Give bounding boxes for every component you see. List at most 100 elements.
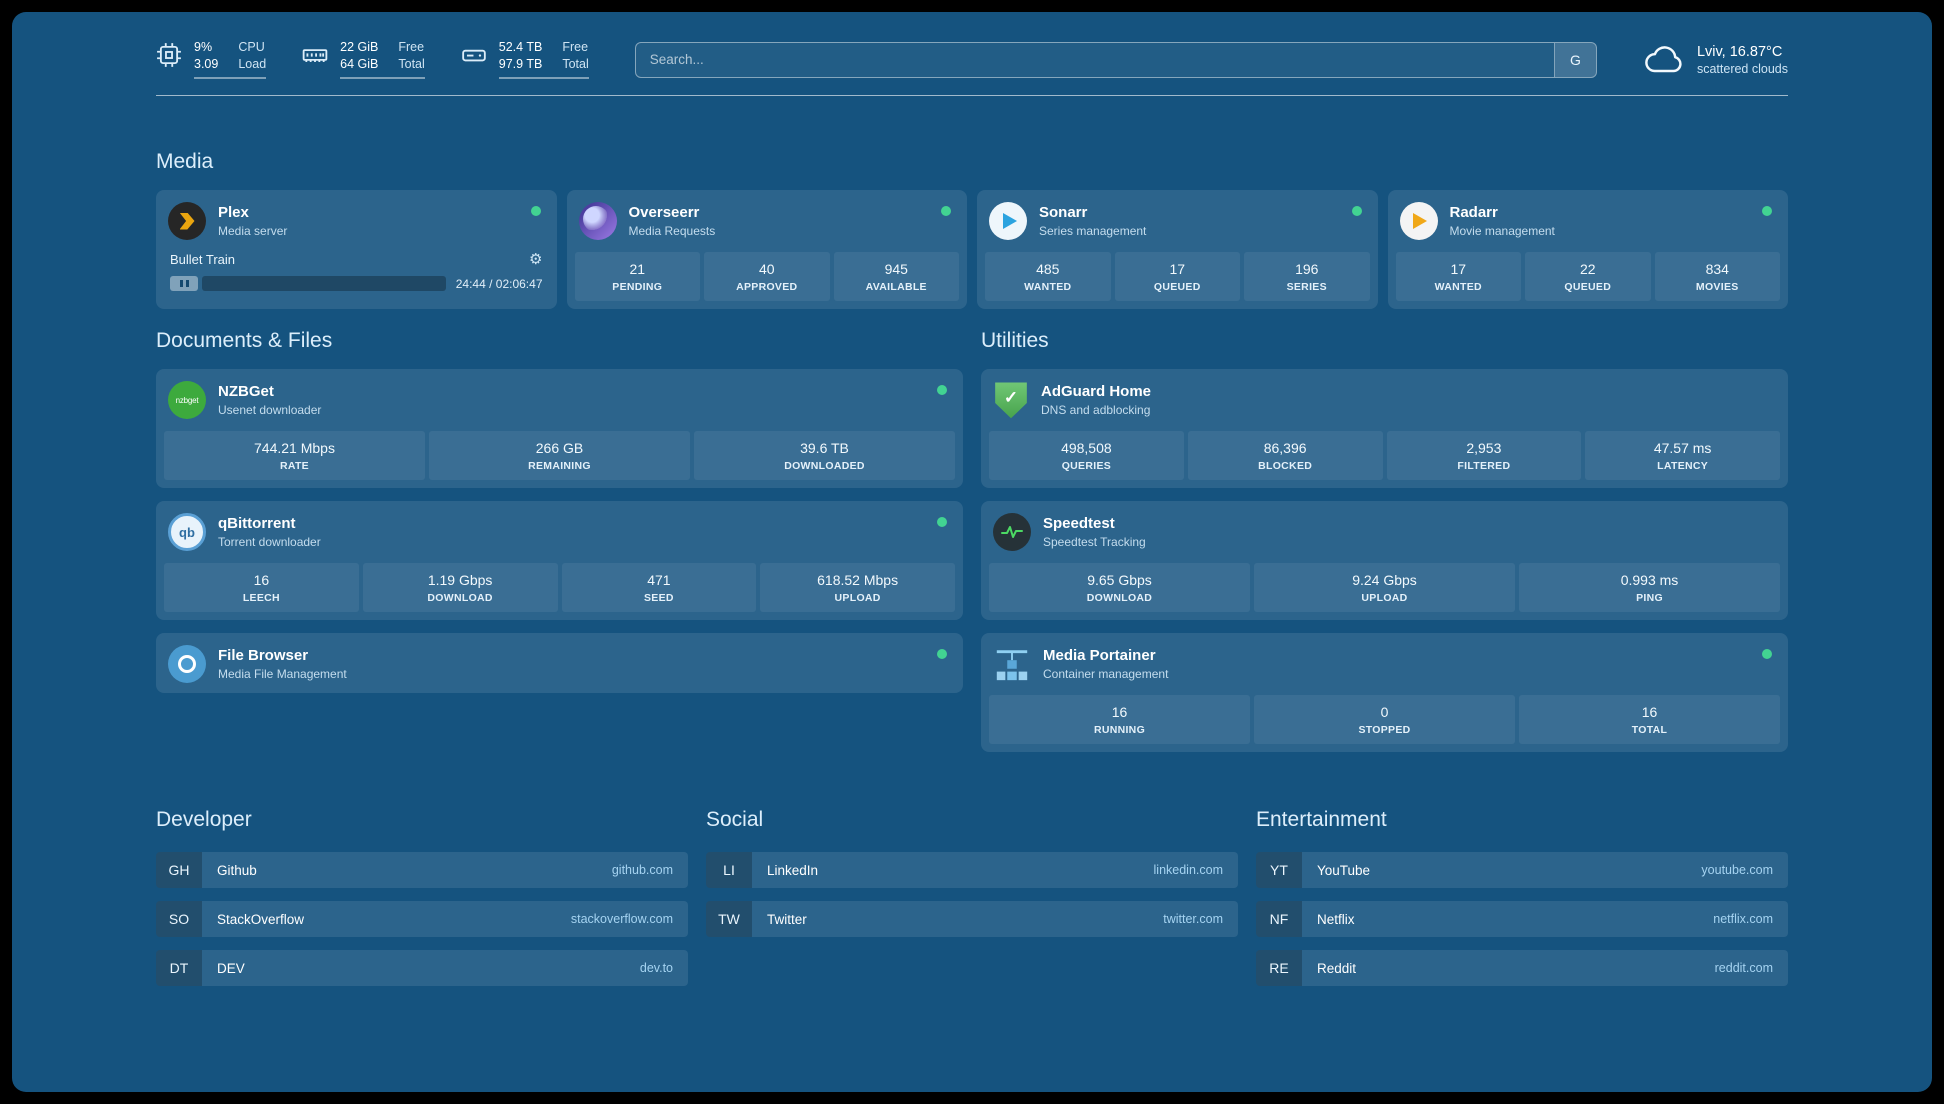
service-card-sonarr[interactable]: Sonarr Series management 485 WANTED 17 Q… xyxy=(977,190,1378,309)
memory-total-label: Total xyxy=(398,57,425,71)
stat-latency: 47.57 ms LATENCY xyxy=(1585,431,1780,480)
service-card-portainer[interactable]: Media Portainer Container management 16 … xyxy=(981,633,1788,752)
documents-section-title: Documents & Files xyxy=(156,329,333,352)
stat-queries: 498,508 QUERIES xyxy=(989,431,1184,480)
stat-pending: 21 PENDING xyxy=(574,252,700,301)
stat-upload: 9.24 Gbps UPLOAD xyxy=(1254,563,1515,612)
service-name: Overseerr xyxy=(628,204,700,221)
stat-upload: 618.52 Mbps UPLOAD xyxy=(760,563,955,612)
stat-total: 16 TOTAL xyxy=(1519,695,1780,744)
weather-widget: Lviv, 16.87°C scattered clouds xyxy=(1643,43,1788,77)
bookmark-linkedin[interactable]: LI LinkedIn linkedin.com xyxy=(706,852,1238,888)
service-subtitle: Container management xyxy=(1043,667,1169,681)
disk-free: 52.4 TB xyxy=(498,40,543,54)
stat-running: 16 RUNNING xyxy=(989,695,1250,744)
cpu-icon xyxy=(156,42,182,68)
nzbget-icon: nzbget xyxy=(168,381,206,419)
section-documents: Documents & Files nzbget NZBGet Usenet d… xyxy=(156,329,963,752)
bookmark-youtube[interactable]: YT YouTube youtube.com xyxy=(1256,852,1788,888)
status-dot xyxy=(941,206,951,216)
section-media: Media Plex Media server Bullet Train xyxy=(156,150,1788,309)
service-subtitle: Usenet downloader xyxy=(218,403,322,417)
topbar-divider xyxy=(156,95,1788,96)
bookmark-netflix[interactable]: NF Netflix netflix.com xyxy=(1256,901,1788,937)
status-dot xyxy=(1762,649,1772,659)
gear-icon[interactable]: ⚙ xyxy=(529,251,543,268)
bookmark-reddit[interactable]: RE Reddit reddit.com xyxy=(1256,950,1788,986)
service-subtitle: DNS and adblocking xyxy=(1041,403,1151,417)
search-input[interactable] xyxy=(635,42,1554,77)
now-playing-title: Bullet Train xyxy=(170,251,236,267)
stat-blocked: 86,396 BLOCKED xyxy=(1187,431,1383,480)
stat-available: 945 AVAILABLE xyxy=(833,252,959,301)
bookmark-dev[interactable]: DT DEV dev.to xyxy=(156,950,688,986)
status-dot xyxy=(937,649,947,659)
load-label: Load xyxy=(238,57,267,71)
memory-total: 64 GiB xyxy=(340,57,379,71)
cpu-load: 3.09 xyxy=(194,57,219,71)
cloud-icon xyxy=(1643,43,1685,77)
cpu-widget: 9% 3.09 CPU Load xyxy=(156,40,267,79)
search-engine-button[interactable]: G xyxy=(1553,42,1596,77)
disk-free-label: Free xyxy=(562,40,589,54)
memory-free-label: Free xyxy=(398,40,425,54)
status-dot xyxy=(1762,206,1772,216)
disk-total-label: Total xyxy=(562,57,589,71)
sonarr-icon xyxy=(989,202,1027,240)
stat-downloaded: 39.6 TB DOWNLOADED xyxy=(694,431,955,480)
service-card-speedtest[interactable]: Speedtest Speedtest Tracking 9.65 Gbps D… xyxy=(981,501,1788,620)
weather-condition: scattered clouds xyxy=(1696,61,1788,76)
service-name: Media Portainer xyxy=(1043,647,1156,664)
service-card-nzbget[interactable]: nzbget NZBGet Usenet downloader 744.21 M… xyxy=(156,369,963,488)
service-card-adguard[interactable]: ✓ AdGuard Home DNS and adblocking 498,50… xyxy=(981,369,1788,488)
service-card-plex[interactable]: Plex Media server Bullet Train ⚙ xyxy=(156,190,557,309)
service-card-radarr[interactable]: Radarr Movie management 17 WANTED 22 QUE… xyxy=(1387,190,1788,309)
stat-queued: 22 QUEUED xyxy=(1525,252,1651,301)
media-section-title: Media xyxy=(156,150,214,173)
disk-icon xyxy=(461,42,487,68)
bookmark-stackoverflow[interactable]: SO StackOverflow stackoverflow.com xyxy=(156,901,688,937)
stat-download: 9.65 Gbps DOWNLOAD xyxy=(989,563,1250,612)
service-subtitle: Torrent downloader xyxy=(218,535,321,549)
bookmark-github[interactable]: GH Github github.com xyxy=(156,852,688,888)
dashboard-panel: 9% 3.09 CPU Load xyxy=(12,12,1932,1092)
service-card-qbittorrent[interactable]: qb qBittorrent Torrent downloader 16 LEE… xyxy=(156,501,963,620)
service-card-filebrowser[interactable]: File Browser Media File Management xyxy=(156,633,963,693)
speedtest-icon xyxy=(993,513,1031,551)
bookmark-twitter[interactable]: TW Twitter twitter.com xyxy=(706,901,1238,937)
social-section-title: Social xyxy=(706,808,764,831)
service-subtitle: Series management xyxy=(1039,224,1147,238)
bookmark-group-entertainment: Entertainment YT YouTube youtube.com NF … xyxy=(1256,808,1788,999)
service-subtitle: Movie management xyxy=(1449,224,1555,238)
memory-widget: 22 GiB 64 GiB Free Total xyxy=(302,40,425,79)
pause-button[interactable] xyxy=(170,276,198,291)
stat-stopped: 0 STOPPED xyxy=(1254,695,1515,744)
stat-remaining: 266 GB REMAINING xyxy=(429,431,690,480)
bookmark-group-social: Social LI LinkedIn linkedin.com TW Twitt… xyxy=(706,808,1238,999)
qbittorrent-icon: qb xyxy=(168,513,206,551)
service-subtitle: Media Requests xyxy=(628,224,716,238)
entertainment-section-title: Entertainment xyxy=(1256,808,1387,831)
memory-free: 22 GiB xyxy=(340,40,379,54)
overseerr-icon xyxy=(578,202,617,240)
disk-total: 97.9 TB xyxy=(498,57,543,71)
stat-leech: 16 LEECH xyxy=(164,563,359,612)
topbar: 9% 3.09 CPU Load xyxy=(156,12,1788,79)
portainer-icon xyxy=(993,645,1031,683)
utilities-section-title: Utilities xyxy=(981,329,1049,352)
playback-progress-bar[interactable] xyxy=(202,276,446,291)
stat-queued: 17 QUEUED xyxy=(1114,252,1240,301)
stat-download: 1.19 Gbps DOWNLOAD xyxy=(362,563,558,612)
bookmark-group-developer: Developer GH Github github.com SO StackO… xyxy=(156,808,688,999)
disk-widget: 52.4 TB 97.9 TB Free Total xyxy=(461,40,589,79)
status-dot xyxy=(937,517,947,527)
status-dot xyxy=(530,206,541,216)
cpu-label: CPU xyxy=(238,40,265,54)
radarr-icon xyxy=(1399,202,1438,240)
status-dot xyxy=(937,385,947,395)
developer-section-title: Developer xyxy=(156,808,252,831)
service-card-overseerr[interactable]: Overseerr Media Requests 21 PENDING 40 A… xyxy=(566,190,967,309)
service-name: Speedtest xyxy=(1043,515,1115,532)
service-subtitle: Speedtest Tracking xyxy=(1043,535,1146,549)
service-name: Radarr xyxy=(1449,204,1498,221)
